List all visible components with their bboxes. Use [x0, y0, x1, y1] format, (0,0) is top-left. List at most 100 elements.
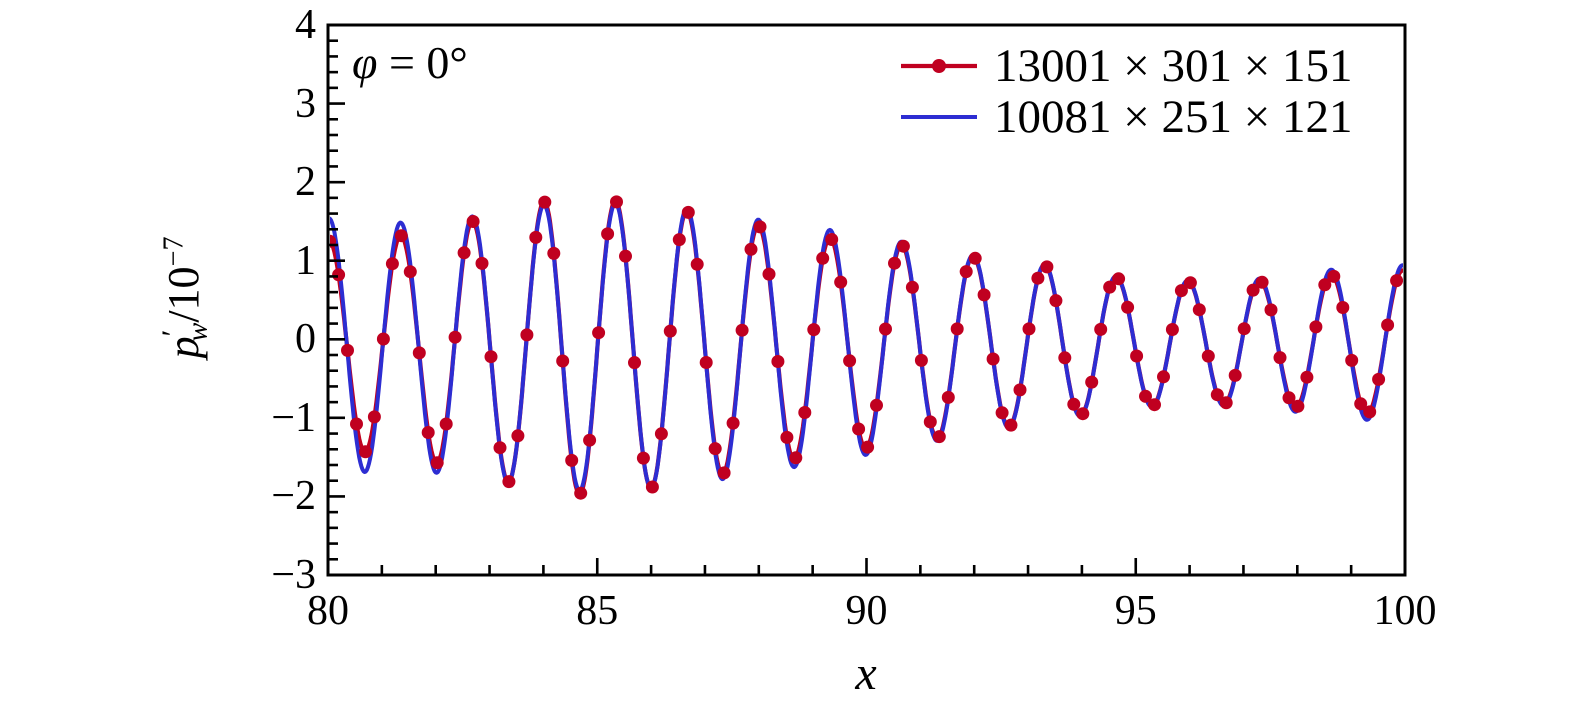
red-series-marker-dot [1264, 303, 1278, 317]
red-series-marker-dot [1228, 368, 1242, 382]
red-series-marker-dot [825, 233, 839, 246]
red-series-marker-dot [1300, 370, 1314, 384]
y-tick-label: 4 [295, 2, 316, 48]
red-series-marker-dot [888, 256, 901, 270]
red-series-marker-dot [583, 433, 597, 447]
red-series-marker-dot [332, 268, 346, 282]
phi-value: = 0° [377, 37, 468, 88]
red-series-marker-dot [1390, 274, 1403, 288]
red-series-marker-dot [717, 466, 731, 480]
red-series-marker-dot [448, 330, 462, 344]
red-series-marker-dot [1183, 276, 1197, 290]
x-tick-label: 85 [576, 588, 619, 634]
red-series-marker-dot [771, 355, 785, 368]
y-tick-label: 0 [295, 316, 316, 363]
red-series-marker-dot [1318, 278, 1332, 292]
red-series-marker-dot [601, 227, 615, 241]
red-series-marker-dot [1381, 318, 1395, 332]
red-series-marker-dot [1148, 398, 1161, 412]
plot-border [326, 23, 1407, 577]
legend-marker-dot-icon [932, 58, 946, 73]
x-axis-label: x [855, 647, 877, 700]
red-series-marker-dot [457, 246, 471, 260]
red-series-marker-dot [762, 267, 776, 281]
red-series-marker-dot [1139, 389, 1152, 403]
red-series-marker-dot [1237, 322, 1251, 336]
red-series-marker-dot [1103, 280, 1117, 294]
ylabel-divide: /10 [158, 266, 208, 323]
red-series-marker-dot [592, 326, 606, 340]
red-series-marker-dot [807, 323, 821, 337]
red-series-marker-dot [1067, 397, 1081, 411]
red-series-marker-dot [1031, 271, 1045, 285]
legend-item-fine-grid: 13001 × 301 × 151 [898, 40, 1353, 91]
red-series-marker-dot [574, 486, 588, 500]
red-series-marker-dot [780, 430, 794, 444]
x-axis-ticks [326, 558, 1407, 575]
curves-group [330, 195, 1403, 500]
red-series-marker-dot [941, 390, 955, 404]
x-tick-label: 90 [845, 588, 888, 634]
red-series-marker-dot [977, 288, 991, 302]
red-series-marker-dot [412, 346, 426, 360]
legend-item-label: 13001 × 301 × 151 [994, 39, 1353, 92]
red-series-marker-dot [350, 417, 363, 431]
legend-item-medium-grid: 10081 × 251 × 121 [898, 91, 1353, 142]
red-series-marker-dot [861, 440, 875, 454]
red-series-marker-dot [1130, 349, 1144, 363]
ylabel-exponent: −7 [158, 236, 190, 267]
red-series-marker-dot [968, 251, 982, 265]
red-series-marker-dot [1201, 349, 1215, 363]
red-series-marker-dot [636, 451, 650, 465]
red-series-marker-dot [672, 233, 686, 247]
red-series-marker-dot [923, 415, 937, 429]
red-series-marker-dot [896, 239, 910, 253]
red-series-marker-dot [385, 257, 399, 271]
red-series-marker-dot [986, 352, 1000, 366]
red-series-marker-dot [1165, 323, 1179, 336]
red-series-marker-dot [681, 205, 695, 219]
y-tick-label: 3 [295, 80, 316, 127]
red-series-marker-dot [1058, 351, 1072, 365]
red-series-marker-dot [520, 328, 534, 342]
red-series-marker-dot [995, 406, 1009, 420]
red-series-marker-dot [484, 350, 498, 364]
red-series-marker-dot [1219, 396, 1233, 410]
red-series-marker-dot [708, 442, 722, 456]
y-axis-ticks [328, 23, 345, 577]
red-series-marker-dot [789, 451, 803, 465]
red-series-marker-dot [556, 354, 570, 368]
red-series-marker-dot [341, 343, 354, 357]
red-series-marker-dot [1004, 418, 1018, 432]
red-series-marker-dot [421, 426, 435, 439]
red-series-marker-dot [1049, 294, 1063, 308]
red-series-marker-dot [493, 441, 507, 455]
red-series-marker-dot [1094, 322, 1108, 336]
red-series-marker-dot [610, 195, 623, 209]
red-series-marker-dot [1291, 399, 1305, 413]
phi-symbol: φ [352, 37, 378, 88]
red-series-marker-dot [1282, 391, 1296, 405]
red-series-marker-dot [959, 265, 973, 279]
red-series-marker-dot [1363, 405, 1377, 419]
red-series-marker-dot [699, 356, 713, 369]
red-series-marker-dot [1121, 300, 1135, 314]
red-series-marker-dot [905, 280, 919, 294]
red-series-marker-dot [1085, 375, 1099, 389]
red-series-marker-dot [1192, 303, 1206, 317]
red-series-marker-dot [950, 322, 964, 336]
red-series-marker-dot [403, 265, 417, 279]
legend-item-label: 10081 × 251 × 121 [994, 90, 1353, 143]
red-series-marker-dot [1112, 272, 1126, 286]
y-tick-label: −1 [271, 394, 316, 441]
red-series-marker-dot [1255, 275, 1269, 289]
red-series-marker-dot [394, 229, 408, 243]
red-series-marker-dot [870, 398, 883, 412]
red-series-marker-dot [932, 430, 946, 444]
y-tick-label: −3 [271, 552, 316, 598]
x-tick-label: 80 [307, 588, 349, 634]
legend: 13001 × 301 × 151 10081 × 251 × 121 [898, 40, 1353, 142]
red-series-marker-dot [843, 354, 857, 368]
red-series-marker-dot [1354, 397, 1368, 411]
